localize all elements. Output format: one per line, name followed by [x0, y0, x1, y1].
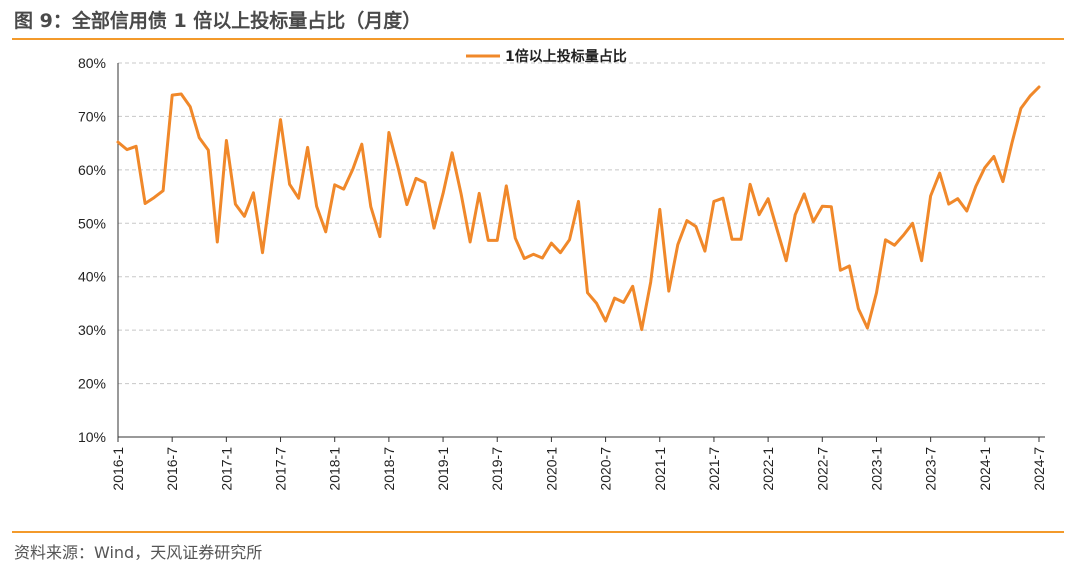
bottom-divider: [12, 531, 1064, 533]
x-tick-label: 2016-7: [164, 447, 180, 491]
y-tick-label: 70%: [78, 108, 106, 124]
legend: 1倍以上投标量占比: [466, 48, 627, 65]
y-tick-label: 30%: [78, 322, 106, 338]
x-tick-label: 2020-1: [543, 447, 559, 491]
x-tick-label: 2019-1: [435, 447, 451, 491]
x-tick-label: 2022-1: [760, 447, 776, 491]
y-tick-label: 60%: [78, 162, 106, 178]
x-tick-label: 2021-7: [706, 447, 722, 491]
y-tick-label: 10%: [78, 429, 106, 445]
y-tick-label: 50%: [78, 215, 106, 231]
x-tick-label: 2024-1: [977, 447, 993, 491]
x-tick-label: 2023-1: [868, 447, 884, 491]
series: [116, 85, 1041, 332]
x-tick-label: 2017-7: [273, 447, 289, 491]
series-line: [116, 85, 1041, 332]
y-tick-labels: 10% 20% 30% 40% 50% 60% 70% 80%: [78, 55, 106, 445]
top-divider: [12, 38, 1064, 40]
x-tick-label: 2021-1: [652, 447, 668, 491]
x-tick-label: 2023-7: [923, 447, 939, 491]
x-tick-label: 2017-1: [218, 447, 234, 491]
x-tick-label: 2024-7: [1031, 447, 1047, 491]
x-tick-label: 2016-1: [110, 447, 126, 491]
x-tick-labels: 2016-1 2016-7 2017-1 2017-7 2018-1 2018-7 2019…: [110, 447, 1047, 491]
x-tick-label: 2018-1: [327, 447, 343, 491]
x-tick-label: 2020-7: [598, 447, 614, 491]
x-tick-label: 2018-7: [381, 447, 397, 491]
line-chart: 10%20%30%40%50%60%70%80% 2016-1 2016-7 201…: [78, 48, 1047, 491]
source-note: 资料来源：Wind，天风证券研究所: [14, 543, 263, 562]
legend-label: 1倍以上投标量占比: [505, 48, 627, 65]
y-tick-label: 40%: [78, 269, 106, 285]
x-tick-label: 2022-7: [814, 447, 830, 491]
x-tick-label: 2019-7: [489, 447, 505, 491]
y-tick-label: 80%: [78, 55, 106, 71]
y-tick-label: 20%: [78, 376, 106, 392]
figure-title: 图 9：全部信用债 1 倍以上投标量占比（月度）: [14, 10, 422, 32]
axes: [117, 63, 1045, 442]
